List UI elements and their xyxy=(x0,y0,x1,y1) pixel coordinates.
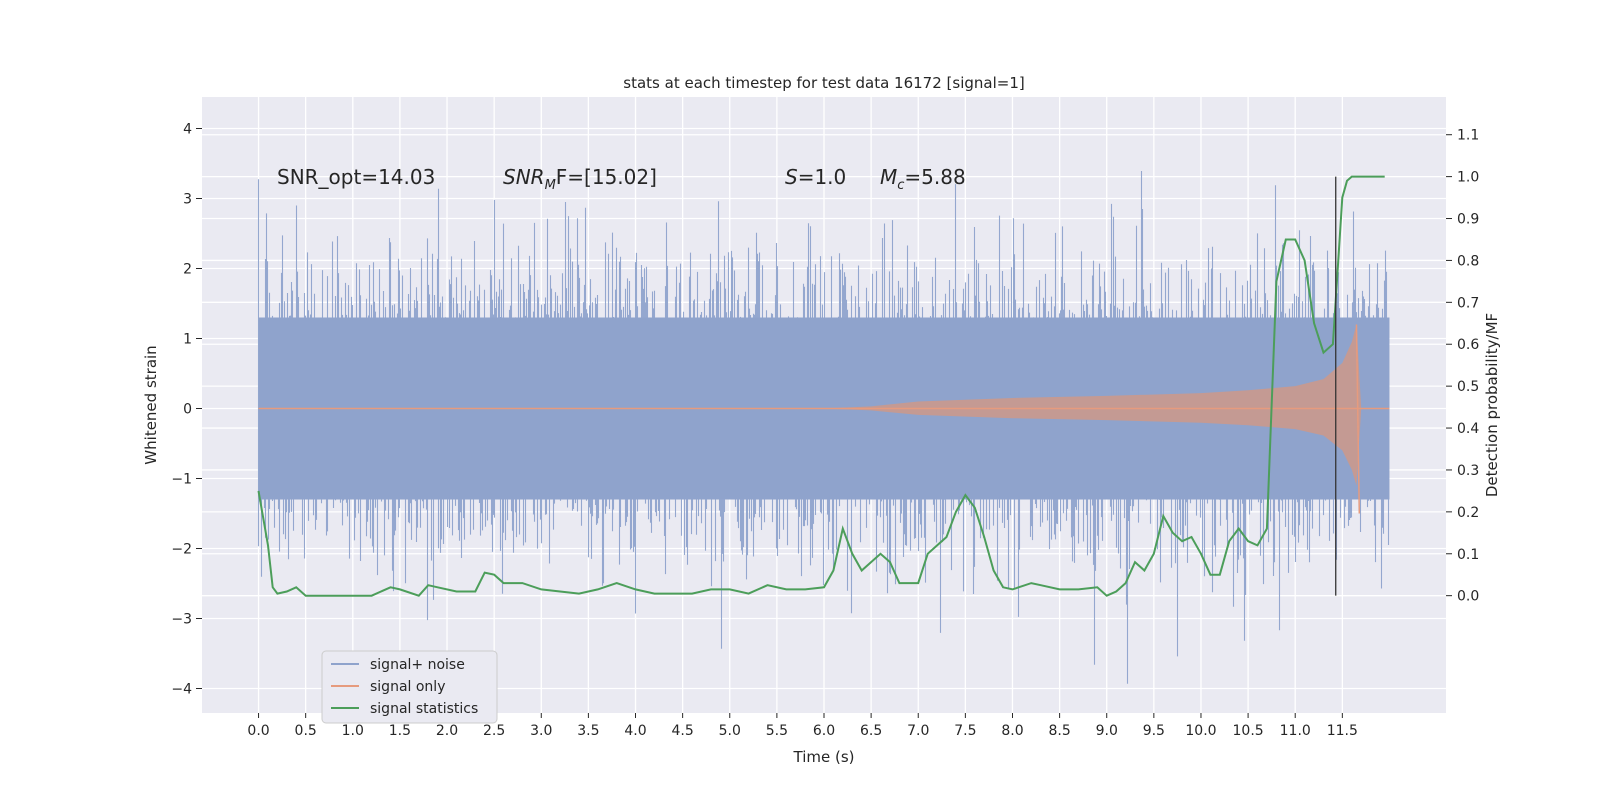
x-tick-label-6: 3.0 xyxy=(530,723,552,739)
x-axis-label: Time (s) xyxy=(793,748,855,766)
y2-tick-label-5: 0.6 xyxy=(1457,337,1479,353)
x-tick-label-9: 4.5 xyxy=(672,723,694,739)
annotation-s: S=1.0 xyxy=(785,165,846,189)
chart-title: stats at each timestep for test data 161… xyxy=(623,74,1024,92)
y-tick-label-8: −4 xyxy=(171,682,192,698)
y-tick-label-6: −2 xyxy=(171,542,192,558)
legend: signal+ noise signal only signal statist… xyxy=(321,650,498,724)
y2-tick-label-2: 0.9 xyxy=(1457,212,1479,228)
x-tick-label-13: 6.5 xyxy=(860,723,882,739)
annotation-snr-mf: SNRMF=[15.02] xyxy=(503,165,657,193)
x-tick-label-4: 2.0 xyxy=(436,723,458,739)
annotation-snr-mf-name: SNR xyxy=(503,165,545,189)
y2-axis-label: Detection probability/MF xyxy=(1483,313,1501,497)
y2-tick-label-8: 0.3 xyxy=(1457,463,1479,479)
x-tick-label-10: 5.0 xyxy=(719,723,741,739)
y-tick-label-3: 1 xyxy=(183,332,192,348)
x-tick-label-0: 0.0 xyxy=(247,723,269,739)
y-tick-label-4: 0 xyxy=(183,402,192,418)
series-signal-only xyxy=(258,324,1390,514)
legend-label-signal-only: signal only xyxy=(370,679,445,695)
y2-tick-label-10: 0.1 xyxy=(1457,547,1479,563)
legend-label-signal-plus-noise: signal+ noise xyxy=(370,657,465,673)
x-axis-ticks: 0.0 0.5 1.0 1.5 2.0 2.5 3.0 3.5 4.0 4.5 5.0 5.5 6.0 6… xyxy=(247,713,1358,739)
x-tick-label-14: 7.0 xyxy=(907,723,929,739)
x-tick-label-22: 11.0 xyxy=(1280,723,1311,739)
annotation-snr-mf-tail: F=[15.02] xyxy=(556,165,657,189)
annotation-mc: Mc=5.88 xyxy=(880,165,966,193)
y-tick-label-1: 3 xyxy=(183,192,192,208)
y2-tick-label-7: 0.4 xyxy=(1457,421,1479,437)
x-tick-label-1: 0.5 xyxy=(295,723,317,739)
y-tick-label-7: −3 xyxy=(171,612,192,628)
statistics-line xyxy=(257,175,1385,597)
annotation-mc-name: M xyxy=(880,165,897,189)
x-tick-label-23: 11.5 xyxy=(1327,723,1358,739)
legend-box xyxy=(321,650,498,724)
y2-axis-ticks: 1.1 1.0 0.9 0.8 0.7 0.6 0.5 0.4 0.3 0.2 0.1 0.0 xyxy=(1446,128,1479,605)
y2-tick-label-6: 0.5 xyxy=(1457,379,1479,395)
y2-tick-label-11: 0.0 xyxy=(1457,589,1479,605)
x-tick-label-20: 10.0 xyxy=(1185,723,1216,739)
annotation-mc-sub: c xyxy=(897,178,904,193)
annotation-mc-value: =5.88 xyxy=(904,165,965,189)
x-tick-label-2: 1.0 xyxy=(342,723,364,739)
x-tick-label-8: 4.0 xyxy=(624,723,646,739)
x-tick-label-5: 2.5 xyxy=(483,723,505,739)
series-signal-statistics xyxy=(257,175,1385,597)
y-tick-label-0: 4 xyxy=(183,122,192,138)
legend-label-signal-statistics: signal statistics xyxy=(370,701,478,717)
y-axis-ticks: 4 3 2 1 0 −1 −2 −3 −4 xyxy=(171,122,202,698)
annotation-snr-opt: SNR_opt=14.03 xyxy=(277,165,435,189)
annotation-s-name: S xyxy=(785,165,798,189)
y2-tick-label-3: 0.8 xyxy=(1457,253,1479,269)
x-tick-label-21: 10.5 xyxy=(1233,723,1264,739)
x-tick-label-12: 6.0 xyxy=(813,723,835,739)
y-axis-label: Whitened strain xyxy=(142,345,160,464)
chirp-envelope xyxy=(258,324,1362,486)
y2-tick-label-9: 0.2 xyxy=(1457,505,1479,521)
chirp-merger xyxy=(1355,324,1361,514)
x-tick-label-19: 9.5 xyxy=(1143,723,1165,739)
x-tick-label-3: 1.5 xyxy=(389,723,411,739)
x-tick-label-7: 3.5 xyxy=(577,723,599,739)
x-tick-label-17: 8.5 xyxy=(1048,723,1070,739)
x-tick-label-16: 8.0 xyxy=(1001,723,1023,739)
x-tick-label-18: 9.0 xyxy=(1096,723,1118,739)
y2-tick-label-4: 0.7 xyxy=(1457,295,1479,311)
y2-tick-label-0: 1.1 xyxy=(1457,128,1479,144)
y-tick-label-5: −1 xyxy=(171,472,192,488)
annotation-s-value: =1.0 xyxy=(798,165,847,189)
x-tick-label-15: 7.5 xyxy=(954,723,976,739)
x-tick-label-11: 5.5 xyxy=(766,723,788,739)
annotation-snr-mf-sub: M xyxy=(545,178,556,193)
y2-tick-label-1: 1.0 xyxy=(1457,170,1479,186)
y-tick-label-2: 2 xyxy=(183,262,192,278)
